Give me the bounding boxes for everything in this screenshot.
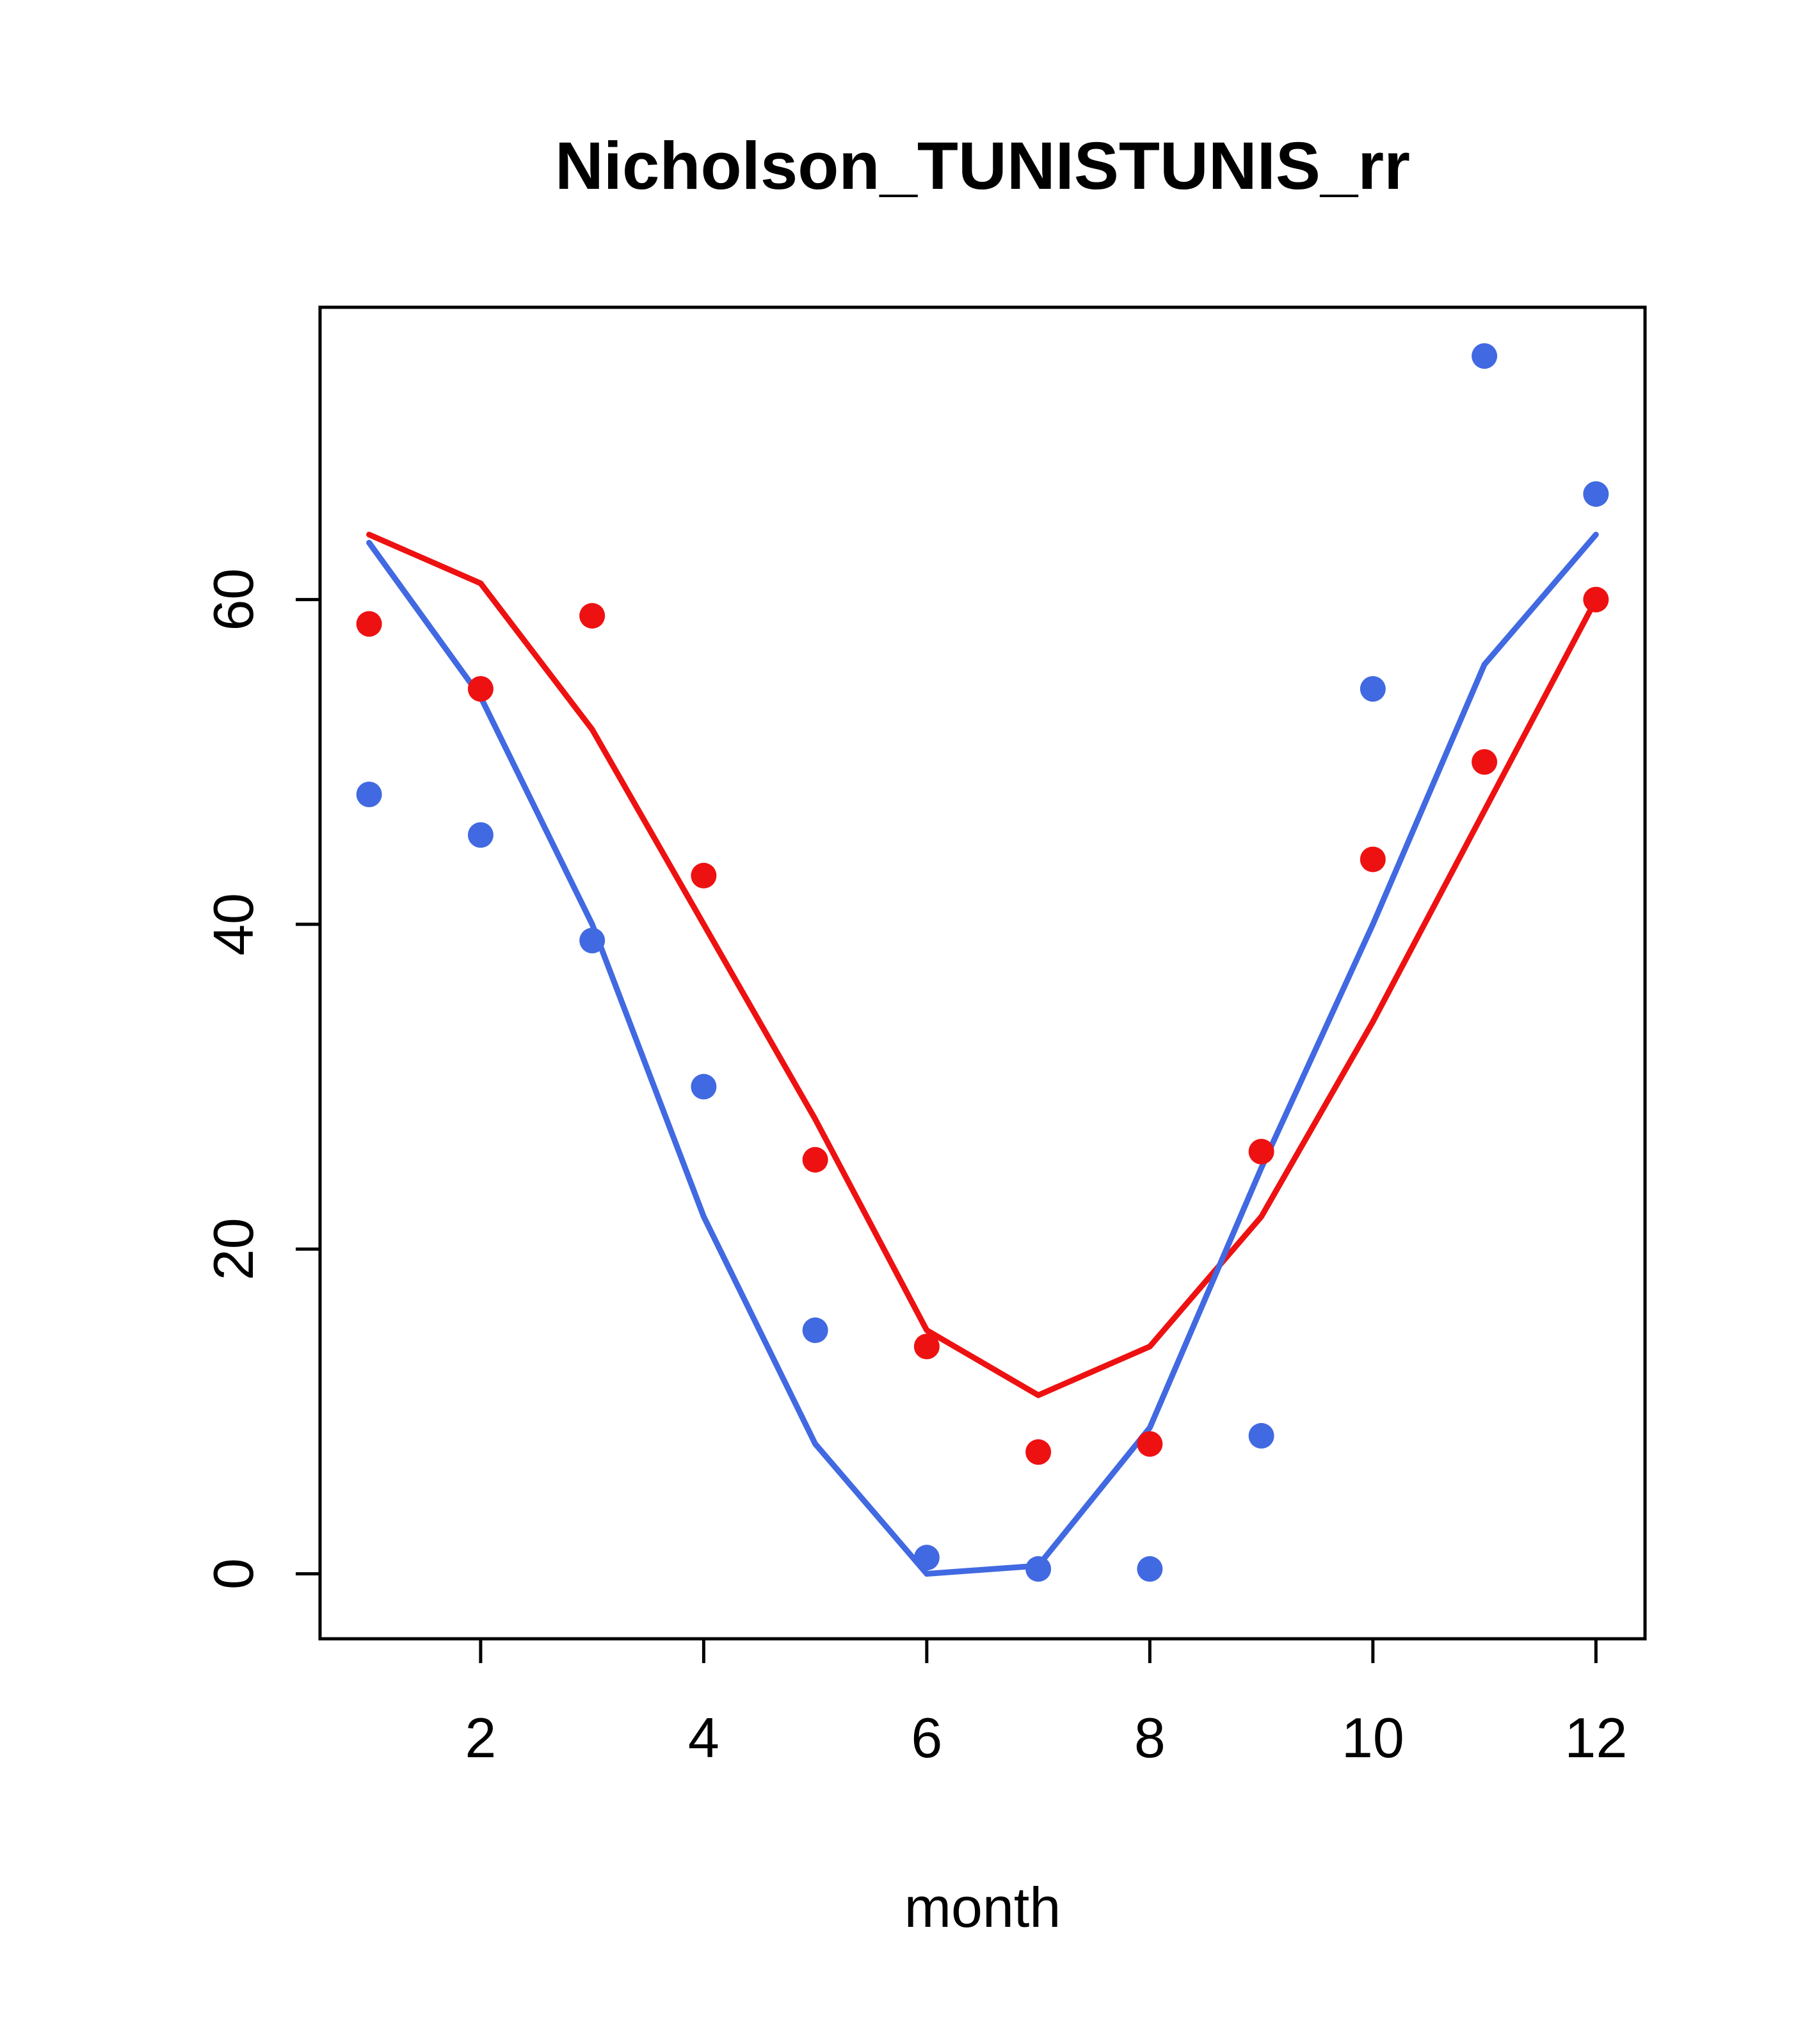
x-axis-label: month [904,1876,1061,1939]
x-tick-label: 8 [1134,1706,1166,1769]
data-point [691,862,717,889]
data-point [356,781,382,807]
series-group [356,343,1609,1582]
data-point [1583,481,1609,507]
y-tick-label: 0 [202,1558,265,1589]
chart-title: Nicholson_TUNISTUNIS_rr [555,129,1410,204]
series-red-points [356,586,1609,1465]
data-point [356,611,382,637]
y-tick-label: 20 [202,1218,265,1280]
y-tick-label: 60 [202,568,265,631]
data-point [1360,676,1386,702]
data-point [467,822,494,848]
data-point [467,676,494,702]
data-point [802,1317,828,1344]
series-blue-line [366,531,1599,1577]
data-point [1583,586,1609,613]
x-tick-label: 12 [1564,1706,1627,1769]
data-point [913,1545,940,1571]
series-blue-points [356,343,1609,1582]
data-point [691,1074,717,1100]
x-tick-label: 4 [688,1706,719,1769]
data-point [1472,343,1498,369]
data-point [1025,1439,1052,1465]
data-point [913,1333,940,1360]
plot-border [318,305,1647,1641]
data-point [1360,846,1386,873]
data-point [1137,1556,1163,1582]
data-point [1137,1431,1163,1457]
x-tick-label: 10 [1342,1706,1404,1769]
y-tick-label: 40 [202,893,265,956]
data-point [1025,1556,1052,1582]
data-point [579,928,606,954]
data-point [1248,1422,1274,1449]
axes: 2 4 6 8 10 12 0 20 40 60 [202,568,1627,1769]
data-point [802,1147,828,1173]
series-red-line [366,531,1599,1399]
data-point [1472,749,1498,775]
data-point [579,602,606,629]
x-tick-label: 2 [465,1706,496,1769]
x-tick-label: 6 [911,1706,942,1769]
data-point [1248,1139,1274,1165]
